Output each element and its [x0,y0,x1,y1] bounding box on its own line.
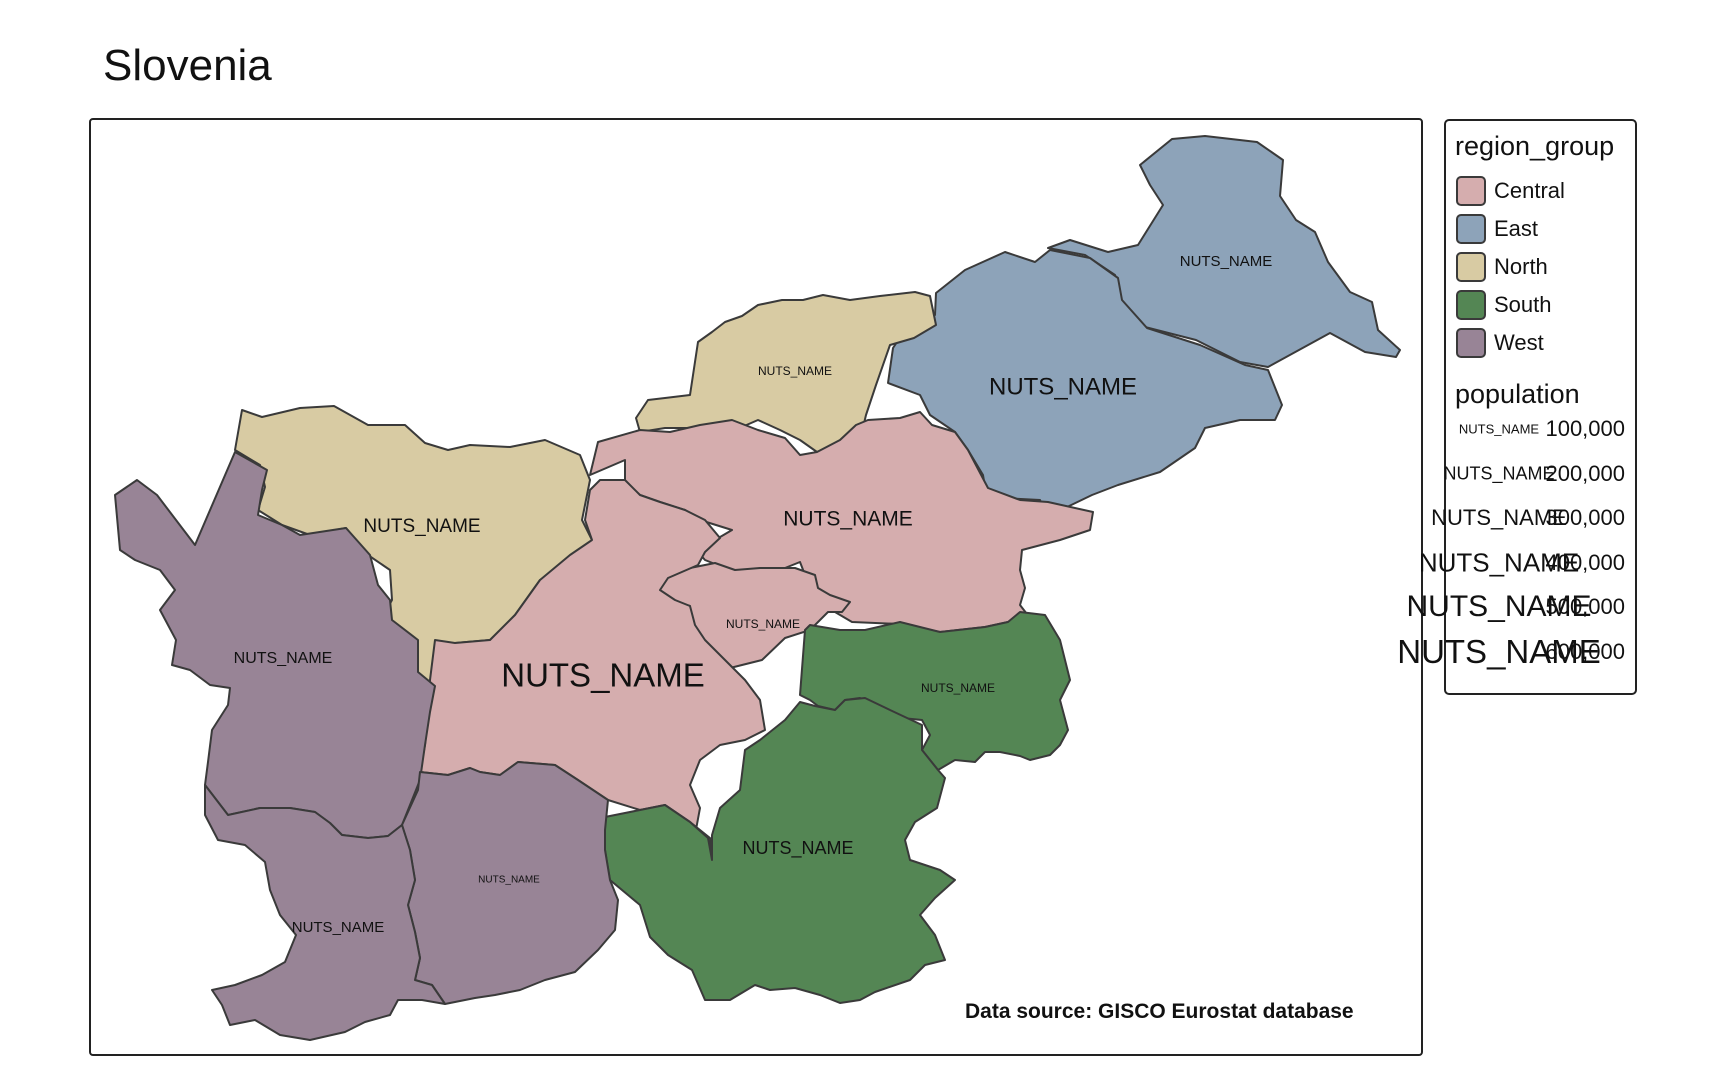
region-label-obalno-kraska: NUTS_NAME [292,919,385,936]
region-label-posavska: NUTS_NAME [921,681,995,695]
legend-label-west: West [1494,330,1544,355]
region-label-gorenjska: NUTS_NAME [363,516,480,537]
region-label-osrednjeslovenska: NUTS_NAME [501,657,705,694]
region-label-savinjska: NUTS_NAME [783,508,913,531]
map-title: Slovenia [103,41,272,90]
region-label-zasavska: NUTS_NAME [726,617,800,631]
legend-label-central: Central [1494,178,1565,203]
legend-label-east: East [1494,216,1539,241]
legend: region_group Central East North South West p… [1397,119,1637,695]
legend-size-symbol: NUTS_NAME [1431,505,1567,530]
legend-size-value: 600,000 [1545,638,1625,664]
legend-swatch-south [1456,290,1486,320]
legend-group-title: region_group [1455,131,1615,161]
legend-swatch-east [1456,214,1486,244]
legend-size-symbol: NUTS_NAME [1418,547,1580,577]
legend-item-north: North [1456,251,1548,283]
region-jugovzhodna[interactable] [604,697,956,1004]
region-podravska[interactable] [887,249,1283,513]
region-labels: NUTS_NAME NUTS_NAME NUTS_NAME NUTS_NAME NUTS… [234,253,1273,936]
legend-size-title: population [1455,379,1580,409]
legend-size-value: 100,000 [1545,416,1625,441]
region-pomurska[interactable] [1047,135,1401,368]
region-label-primorsko-notranjska: NUTS_NAME [478,875,540,886]
legend-size-value: 500,000 [1545,594,1625,619]
map-frame [89,118,1423,1056]
legend-label-north: North [1494,254,1548,279]
legend-size-symbol: NUTS_NAME [1458,421,1540,437]
legend-size-value: 300,000 [1545,505,1625,530]
region-savinjska[interactable] [589,411,1094,633]
region-label-jugovzhodna: NUTS_NAME [742,838,853,859]
region-label-koroska: NUTS_NAME [758,364,832,378]
legend-item-west: West [1456,327,1544,359]
region-label-pomurska: NUTS_NAME [1180,253,1273,270]
legend-item-east: East [1456,213,1538,245]
region-label-podravska: NUTS_NAME [989,373,1137,400]
data-source-note: Data source: GISCO Eurostat database [965,1000,1354,1023]
legend-item-south: South [1456,289,1552,321]
legend-swatch-central [1456,176,1486,206]
legend-label-south: South [1494,292,1552,317]
legend-item-central: Central [1456,175,1565,207]
region-shapes [114,135,1401,1041]
legend-size-symbol: NUTS_NAME [1406,590,1592,623]
region-obalno-kraska[interactable] [204,784,446,1041]
legend-size-value: 200,000 [1545,460,1625,486]
legend-size-symbol: NUTS_NAME [1443,463,1555,483]
legend-size-value: 400,000 [1545,549,1625,575]
legend-swatch-north [1456,252,1486,282]
legend-size-symbol: NUTS_NAME [1397,632,1601,670]
legend-swatch-west [1456,328,1486,358]
region-label-goriska: NUTS_NAME [234,650,333,667]
